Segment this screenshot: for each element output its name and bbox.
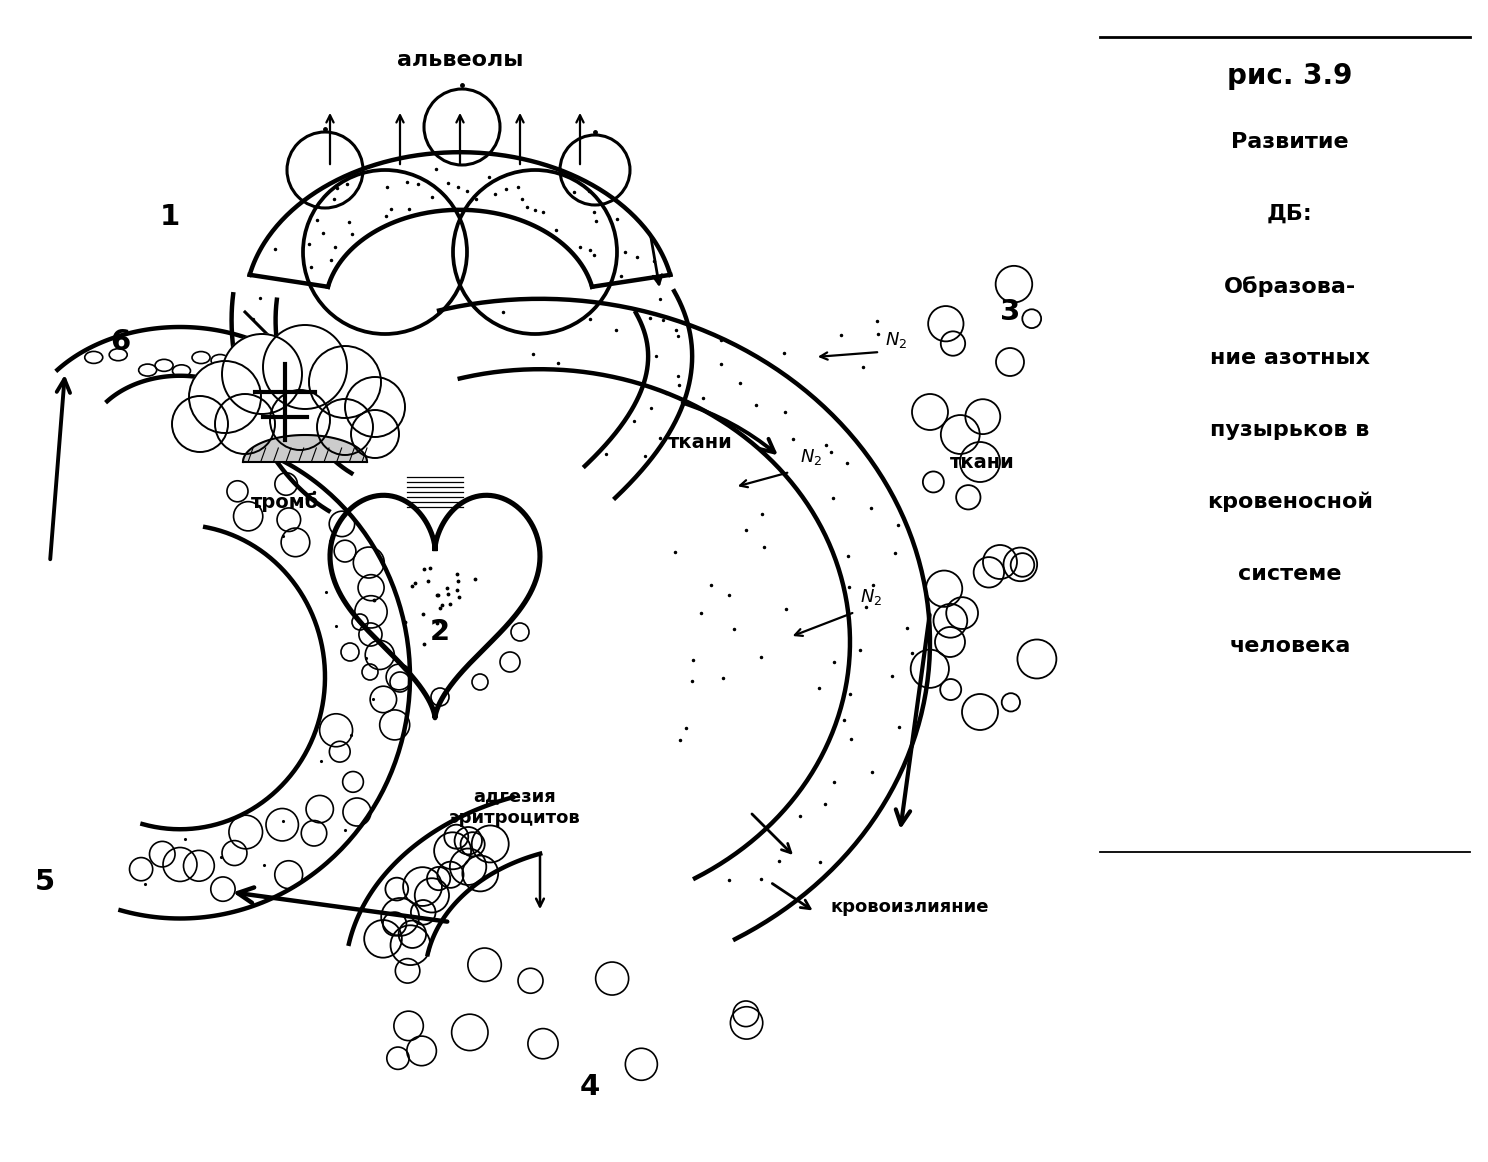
Text: альвеолы: альвеолы [397, 50, 524, 70]
Text: 1: 1 [159, 203, 180, 231]
Text: Образова-: Образова- [1223, 277, 1356, 297]
Text: кровеносной: кровеносной [1207, 492, 1373, 512]
Text: рис. 3.9: рис. 3.9 [1228, 62, 1353, 89]
Text: тромб: тромб [251, 492, 318, 511]
Text: ткани: ткани [668, 432, 732, 452]
Circle shape [351, 410, 399, 458]
Circle shape [189, 361, 260, 433]
Text: 5: 5 [34, 868, 55, 896]
Circle shape [214, 394, 275, 454]
Text: ткани: ткани [949, 452, 1015, 472]
Circle shape [345, 376, 405, 437]
Text: 3: 3 [1000, 297, 1021, 327]
Circle shape [310, 346, 381, 418]
Polygon shape [243, 435, 368, 462]
Text: пузырьков в: пузырьков в [1210, 419, 1369, 440]
Text: человека: человека [1229, 636, 1351, 657]
Circle shape [173, 396, 228, 452]
Circle shape [269, 390, 330, 450]
Circle shape [263, 325, 347, 409]
Text: 4: 4 [580, 1073, 600, 1102]
Text: ДБ:: ДБ: [1268, 205, 1312, 224]
Text: ние азотных: ние азотных [1210, 347, 1370, 368]
Text: $N_2$: $N_2$ [801, 447, 823, 467]
Text: системе: системе [1238, 564, 1342, 584]
Text: 6: 6 [110, 328, 129, 356]
Text: $N_2$: $N_2$ [885, 330, 908, 350]
Text: адгезия
эритроцитов: адгезия эритроцитов [449, 787, 580, 827]
Circle shape [317, 399, 373, 456]
Circle shape [222, 333, 302, 414]
Text: $N_2$: $N_2$ [860, 587, 882, 607]
Text: Развитие: Развитие [1231, 132, 1348, 152]
Text: 2: 2 [430, 618, 449, 646]
Text: кровоизлияние: кровоизлияние [830, 898, 988, 916]
